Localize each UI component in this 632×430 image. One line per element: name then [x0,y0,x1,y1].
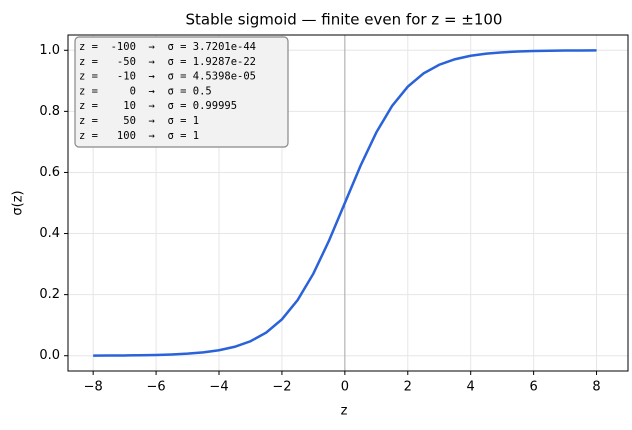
x-tick-label: −8 [84,380,103,395]
annotation-line: z = -10 → σ = 4.5398e-05 [79,71,256,83]
y-tick-label: 1.0 [39,43,60,58]
annotation-line: z = 100 → σ = 1 [79,130,199,142]
y-tick-label: 0.0 [39,348,60,363]
annotation-line: z = 50 → σ = 1 [79,115,199,127]
x-tick-label: 6 [529,380,537,395]
x-tick-label: −2 [272,380,291,395]
y-tick-label: 0.8 [39,104,60,119]
plot-frame [67,34,629,372]
line-series [93,49,597,357]
x-tick-label: 0 [341,380,349,395]
x-tick-label: −6 [147,380,166,395]
annotation-line: z = 0 → σ = 0.5 [79,85,212,97]
annotation-line: z = -100 → σ = 3.7201e-44 [79,41,256,53]
y-tick-label: 0.2 [39,287,60,302]
x-axis-label: z [341,404,348,419]
x-tick-label: 2 [404,380,412,395]
y-tick-label: 0.4 [39,226,60,241]
x-tick-label: 8 [592,380,600,395]
annotation-box [74,36,289,148]
x-tick-label: 4 [467,380,475,395]
y-axis-label: σ(z) [11,190,26,215]
annotation-line: z = -50 → σ = 1.9287e-22 [79,56,256,68]
x-tick-label: −4 [209,380,228,395]
y-tick-label: 0.6 [39,165,60,180]
annotation-line: z = 10 → σ = 0.99995 [79,100,237,112]
chart-title: Stable sigmoid — finite even for z = ±10… [186,11,503,29]
